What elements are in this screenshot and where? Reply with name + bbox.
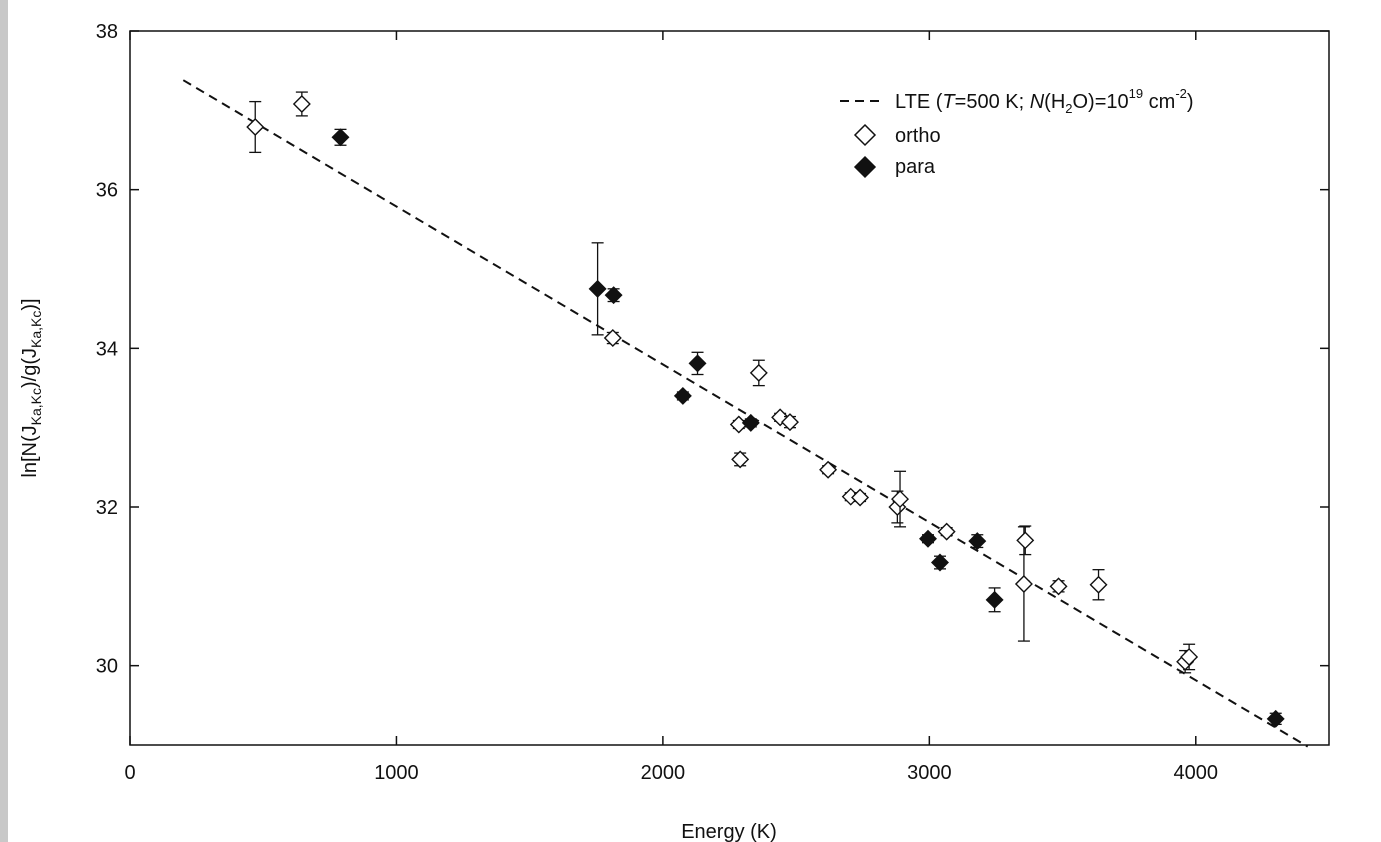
para-point: [604, 286, 623, 305]
open-diamond-marker: [603, 329, 622, 348]
ortho-point: [851, 488, 870, 507]
x-tick-label: 1000: [374, 762, 419, 784]
y-axis-title: ln[N(JKa,Kc)/g(JKa,Kc)]: [19, 298, 44, 477]
legend-ortho-marker: [853, 123, 877, 147]
open-diamond-marker: [780, 413, 799, 432]
para-point: [741, 413, 760, 432]
filled-diamond-marker: [919, 529, 937, 548]
tick-labels: 0 1000 2000 3000 4000 30 32 34 36 38: [96, 21, 1218, 784]
data-points: [246, 91, 1285, 728]
open-diamond-marker: [1089, 575, 1108, 594]
legend-para-label: para: [895, 156, 936, 178]
open-diamond-marker: [851, 488, 870, 507]
x-tick-label: 4000: [1174, 762, 1219, 784]
ortho-point: [246, 100, 265, 154]
x-tick-label: 2000: [641, 762, 686, 784]
lte-fit-line: [182, 79, 1309, 748]
ortho-point: [937, 522, 956, 541]
filled-diamond-marker: [968, 532, 987, 551]
filled-diamond-marker: [673, 386, 692, 405]
y-tick-label: 30: [96, 656, 118, 678]
open-diamond-marker: [731, 450, 750, 469]
filled-diamond-marker: [931, 553, 949, 572]
ortho-point: [780, 413, 799, 432]
legend-ortho-label: ortho: [895, 125, 941, 147]
ortho-point: [1180, 643, 1199, 671]
open-diamond-marker: [937, 522, 956, 541]
ortho-point: [891, 470, 910, 528]
open-diamond-marker: [891, 490, 910, 509]
filled-diamond-marker: [1266, 709, 1285, 728]
y-tick-label: 34: [96, 338, 118, 360]
para-point: [688, 351, 707, 376]
filled-diamond-marker: [741, 413, 760, 432]
x-tick-label: 0: [124, 762, 135, 784]
open-diamond-marker: [1014, 574, 1033, 593]
y-tick-label: 38: [96, 21, 118, 43]
x-axis-title: Energy (K): [681, 821, 777, 842]
legend-para-marker: [853, 155, 877, 179]
para-point: [919, 529, 937, 548]
chart: 0 1000 2000 3000 4000 30 32 34 36 38 Energy (K) l…: [19, 21, 1330, 842]
ortho-point: [292, 91, 311, 117]
ortho-point: [1049, 577, 1068, 596]
para-point: [588, 242, 607, 336]
open-diamond-marker: [246, 118, 265, 136]
para-point: [1266, 709, 1285, 728]
legend-lte-label: LTE (T=500 K; N(H2O)=1019 cm-2): [895, 86, 1194, 116]
filled-diamond-marker: [331, 128, 350, 147]
plot-frame: [129, 30, 1330, 746]
filled-diamond-marker: [604, 286, 623, 305]
ortho-point: [1016, 525, 1035, 556]
ortho-point: [819, 460, 838, 479]
figure: 0 1000 2000 3000 4000 30 32 34 36 38 Energy (K) l…: [8, 0, 1381, 842]
ortho-point: [1089, 569, 1108, 601]
ortho-point: [731, 450, 750, 469]
open-diamond-marker: [292, 94, 311, 113]
para-point: [673, 386, 692, 405]
legend: LTE (T=500 K; N(H2O)=1019 cm-2) ortho pa…: [840, 86, 1194, 179]
open-diamond-marker: [1016, 531, 1035, 550]
para-point: [331, 128, 350, 147]
tick-marks: [129, 30, 1329, 745]
para-point: [985, 587, 1004, 613]
filled-diamond-marker: [688, 354, 707, 373]
para-point: [968, 532, 987, 551]
ortho-point: [749, 359, 768, 387]
ortho-point: [603, 329, 622, 348]
open-diamond-marker: [1049, 577, 1068, 596]
y-tick-label: 36: [96, 180, 118, 202]
y-tick-label: 32: [96, 497, 118, 519]
para-point: [931, 553, 949, 572]
filled-diamond-marker: [588, 279, 607, 298]
open-diamond-marker: [749, 363, 768, 382]
x-tick-label: 3000: [907, 762, 952, 784]
open-diamond-marker: [819, 460, 838, 479]
open-diamond-marker: [1180, 647, 1199, 666]
filled-diamond-marker: [985, 590, 1004, 609]
